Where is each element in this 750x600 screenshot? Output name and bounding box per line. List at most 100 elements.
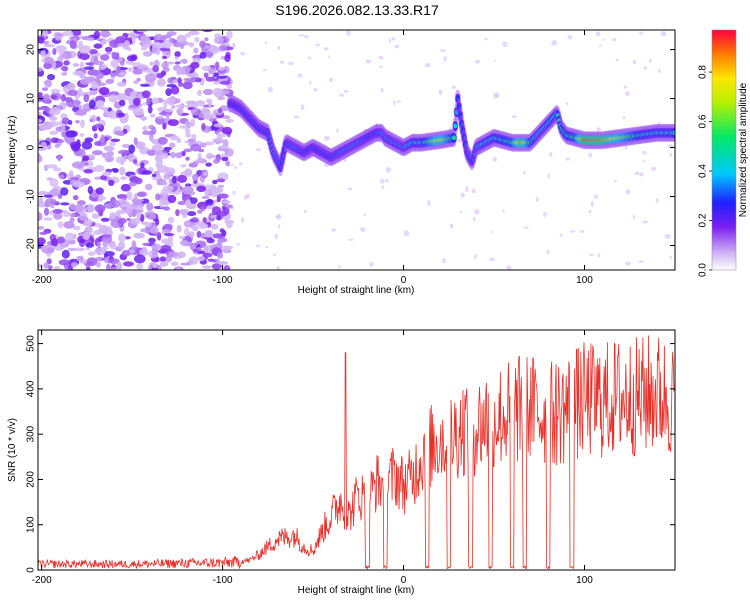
noise-blob	[50, 188, 60, 197]
noise-blob	[120, 183, 131, 192]
noise-speck	[255, 148, 261, 152]
noise-blob	[79, 61, 85, 70]
noise-blob	[133, 193, 138, 203]
noise-blob	[164, 167, 176, 176]
noise-blob	[213, 123, 224, 128]
spectrogram-x-label: Height of straight line (km)	[298, 285, 415, 296]
noise-blob	[86, 257, 98, 266]
noise-blob	[147, 105, 153, 114]
noise-speck	[473, 216, 476, 222]
noise-speck	[622, 116, 626, 119]
noise-blob	[100, 175, 107, 181]
noise-speck	[655, 198, 659, 204]
noise-blob	[132, 66, 138, 70]
noise-speck	[633, 214, 636, 220]
noise-blob	[125, 96, 132, 101]
noise-blob	[64, 97, 73, 103]
noise-blob	[196, 185, 207, 193]
noise-blob	[60, 125, 66, 133]
noise-speck	[265, 245, 269, 249]
noise-blob	[184, 168, 193, 177]
noise-blob	[185, 33, 192, 38]
noise-speck	[559, 233, 563, 237]
noise-speck	[369, 262, 374, 267]
spectrogram-heatmap	[38, 30, 675, 270]
snr-y-ticks: 0 100 200 300 400 500	[26, 335, 675, 573]
noise-blob	[64, 232, 75, 241]
noise-speck	[243, 195, 247, 200]
noise-speck	[278, 223, 281, 229]
noise-speck	[232, 190, 236, 195]
noise-speck	[625, 261, 631, 266]
noise-blob	[109, 200, 121, 208]
noise-blob	[166, 84, 177, 88]
noise-speck	[263, 69, 267, 72]
noise-blob	[169, 142, 176, 148]
noise-blob	[180, 67, 186, 75]
noise-blob	[139, 248, 149, 256]
noise-blob	[180, 43, 185, 50]
noise-blob	[161, 152, 169, 159]
noise-blob	[49, 116, 58, 121]
noise-speck	[523, 226, 529, 229]
noise-speck	[597, 253, 601, 258]
snr-y-label: SNR (10 * v/v)	[7, 418, 18, 482]
noise-speck	[595, 31, 601, 37]
noise-blob	[126, 191, 133, 201]
noise-blob	[104, 155, 115, 163]
noise-blob	[38, 36, 45, 44]
spectrogram-x-tick-label: -200	[32, 275, 52, 286]
noise-blob	[88, 99, 96, 109]
noise-blob	[156, 78, 166, 87]
noise-blob	[190, 143, 202, 152]
noise-blob	[109, 267, 118, 270]
noise-blob	[190, 118, 196, 127]
noise-blob	[104, 46, 113, 53]
snr-x-ticks: -200 -100 0 100	[32, 330, 593, 586]
noise-blob	[177, 174, 188, 183]
noise-blob	[79, 78, 91, 85]
noise-speck	[511, 115, 517, 118]
noise-speck	[639, 172, 644, 177]
noise-blob	[117, 93, 127, 102]
noise-blob	[165, 113, 171, 118]
noise-blob	[159, 261, 169, 267]
noise-speck	[664, 234, 671, 239]
noise-blob	[98, 224, 109, 234]
noise-blob	[221, 126, 233, 135]
noise-speck	[632, 59, 637, 65]
noise-blob	[185, 156, 190, 161]
noise-blob	[108, 94, 118, 103]
noise-blob	[73, 98, 80, 108]
noise-speck	[331, 228, 336, 232]
noise-blob	[87, 251, 96, 256]
noise-blob	[144, 73, 157, 83]
noise-speck	[474, 59, 481, 64]
noise-blob	[132, 69, 143, 75]
noise-blob	[121, 143, 131, 149]
noise-blob	[226, 30, 233, 39]
noise-speck	[471, 188, 476, 194]
noise-speck	[265, 41, 268, 45]
noise-blob	[119, 99, 126, 107]
noise-blob	[43, 194, 54, 198]
noise-blob	[215, 210, 228, 217]
noise-blob	[109, 212, 117, 219]
noise-speck	[547, 173, 550, 179]
noise-blob	[93, 30, 101, 39]
noise-blob	[193, 47, 199, 54]
noise-blob	[111, 51, 117, 60]
noise-blob	[72, 195, 79, 201]
noise-blob	[170, 151, 176, 159]
snr-panel: -200 -100 0 100 0 100 200 300 400 500 Height of …	[7, 329, 676, 596]
noise-speck	[274, 233, 279, 240]
noise-blob	[40, 50, 46, 58]
noise-blob	[224, 54, 231, 63]
noise-blob	[149, 132, 154, 142]
noise-blob	[212, 233, 224, 239]
noise-blob	[179, 240, 189, 246]
noise-blob	[82, 104, 89, 110]
noise-speck	[593, 194, 598, 200]
noise-blob	[43, 262, 49, 269]
noise-blob	[193, 222, 198, 230]
